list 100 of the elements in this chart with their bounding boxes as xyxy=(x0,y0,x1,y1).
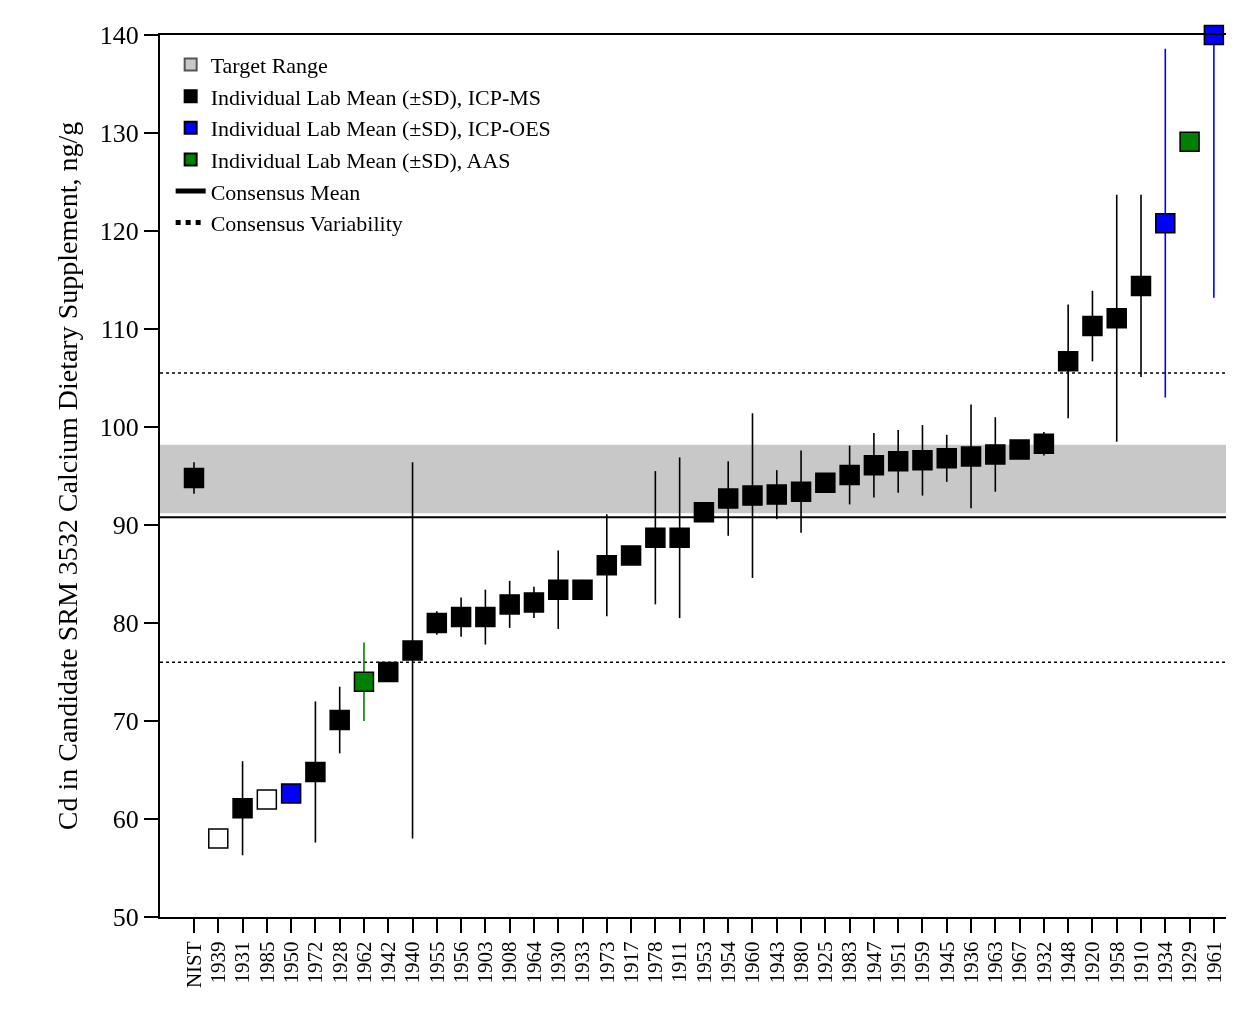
x-tick-label: 1925 xyxy=(813,941,838,984)
legend-label: Consensus Variability xyxy=(210,211,403,237)
point xyxy=(693,502,715,523)
x-tick-label: 1943 xyxy=(764,941,789,984)
x-tick-label: 1933 xyxy=(570,941,595,984)
point xyxy=(305,761,326,783)
point xyxy=(1179,131,1200,153)
y-tick-label: 90 xyxy=(112,511,139,541)
point xyxy=(596,554,618,576)
x-tick-label: 1920 xyxy=(1080,941,1105,984)
x-tick-label: 1960 xyxy=(740,941,765,984)
point xyxy=(669,527,690,548)
x-tick-label: 1917 xyxy=(618,941,643,984)
x-tick-label: 1985 xyxy=(254,941,279,984)
y-tick-label: 120 xyxy=(99,217,139,247)
x-tick-label: 1928 xyxy=(327,941,352,984)
point xyxy=(790,481,812,502)
x-tick-label: 1932 xyxy=(1031,941,1056,984)
x-tick-label: 1964 xyxy=(521,940,546,984)
point xyxy=(450,606,472,628)
point xyxy=(936,448,957,469)
point xyxy=(572,579,593,600)
point xyxy=(839,464,860,486)
point xyxy=(402,640,423,661)
point xyxy=(1009,439,1030,460)
x-tick-label: 1961 xyxy=(1201,941,1226,984)
point xyxy=(208,828,229,849)
x-tick-label: 1948 xyxy=(1055,941,1080,984)
point xyxy=(353,671,375,693)
point xyxy=(815,472,836,494)
x-tick-label: 1903 xyxy=(473,941,498,984)
point xyxy=(1033,433,1055,454)
y-tick-label: 60 xyxy=(112,805,139,835)
point xyxy=(766,484,788,505)
x-tick-label: NIST xyxy=(181,941,206,989)
point xyxy=(499,594,520,615)
point xyxy=(960,446,982,467)
x-tick-label: 1945 xyxy=(934,941,959,984)
x-tick-label: 1931 xyxy=(230,941,255,984)
legend-label: Consensus Mean xyxy=(210,179,361,205)
point xyxy=(863,454,885,476)
point xyxy=(620,545,642,566)
point xyxy=(280,783,302,804)
x-tick-label: 1950 xyxy=(278,941,303,984)
point xyxy=(1155,212,1176,234)
x-tick-label: 1936 xyxy=(958,941,983,984)
legend-label: Individual Lab Mean (±SD), ICP-MS xyxy=(210,84,542,110)
x-tick-label: 1953 xyxy=(691,941,716,984)
y-tick-label: 70 xyxy=(112,707,139,737)
y-tick-label: 110 xyxy=(100,315,139,345)
x-tick-label: 1930 xyxy=(546,941,571,984)
x-tick-label: 1908 xyxy=(497,941,522,984)
legend-label: Individual Lab Mean (±SD), AAS xyxy=(210,148,511,173)
point xyxy=(1106,307,1127,329)
point xyxy=(547,579,569,600)
point xyxy=(742,485,763,506)
point xyxy=(475,606,496,628)
x-tick-label: 1942 xyxy=(376,941,401,984)
x-tick-label: 1983 xyxy=(837,941,862,984)
x-tick-label: 1951 xyxy=(886,941,911,984)
point xyxy=(1057,351,1079,372)
point xyxy=(523,592,545,613)
point xyxy=(1082,315,1103,337)
x-tick-label: 1954 xyxy=(716,940,741,984)
x-tick-label: 1963 xyxy=(983,941,1008,984)
point xyxy=(329,709,350,731)
point xyxy=(887,451,909,472)
x-tick-label: 1958 xyxy=(1104,941,1129,984)
point xyxy=(985,444,1006,465)
x-tick-label: 1929 xyxy=(1177,941,1202,984)
x-tick-label: 1978 xyxy=(643,941,668,984)
x-tick-label: 1911 xyxy=(667,941,692,983)
x-tick-label: 1956 xyxy=(448,941,473,984)
point xyxy=(426,612,448,634)
point xyxy=(1130,275,1152,297)
point xyxy=(232,797,253,819)
point xyxy=(717,488,739,509)
x-tick-label: 1955 xyxy=(424,941,449,984)
y-tick-label: 80 xyxy=(112,609,139,639)
x-tick-label: 1940 xyxy=(400,941,425,984)
point xyxy=(378,661,399,683)
point xyxy=(645,527,666,548)
x-tick-label: 1973 xyxy=(594,941,619,984)
point xyxy=(912,450,933,471)
y-tick-label: 130 xyxy=(99,119,139,149)
x-tick-label: 1980 xyxy=(788,941,813,984)
y-tick-label: 100 xyxy=(99,413,139,443)
x-tick-label: 1910 xyxy=(1128,941,1153,984)
x-tick-label: 1959 xyxy=(910,941,935,984)
point xyxy=(256,789,278,810)
y-axis-title: Cd in Candidate SRM 3532 Calcium Dietary Supplement, ng/g xyxy=(52,121,83,831)
x-tick-label: 1967 xyxy=(1007,941,1032,984)
x-tick-label: 1934 xyxy=(1153,940,1178,984)
x-tick-label: 1962 xyxy=(351,941,376,984)
y-tick-label: 50 xyxy=(112,903,139,933)
x-tick-label: 1972 xyxy=(303,941,328,984)
x-tick-label: 1947 xyxy=(861,941,886,984)
x-tick-label: 1939 xyxy=(206,941,231,984)
legend-label: Individual Lab Mean (±SD), ICP-OES xyxy=(210,116,551,142)
point xyxy=(183,467,205,489)
